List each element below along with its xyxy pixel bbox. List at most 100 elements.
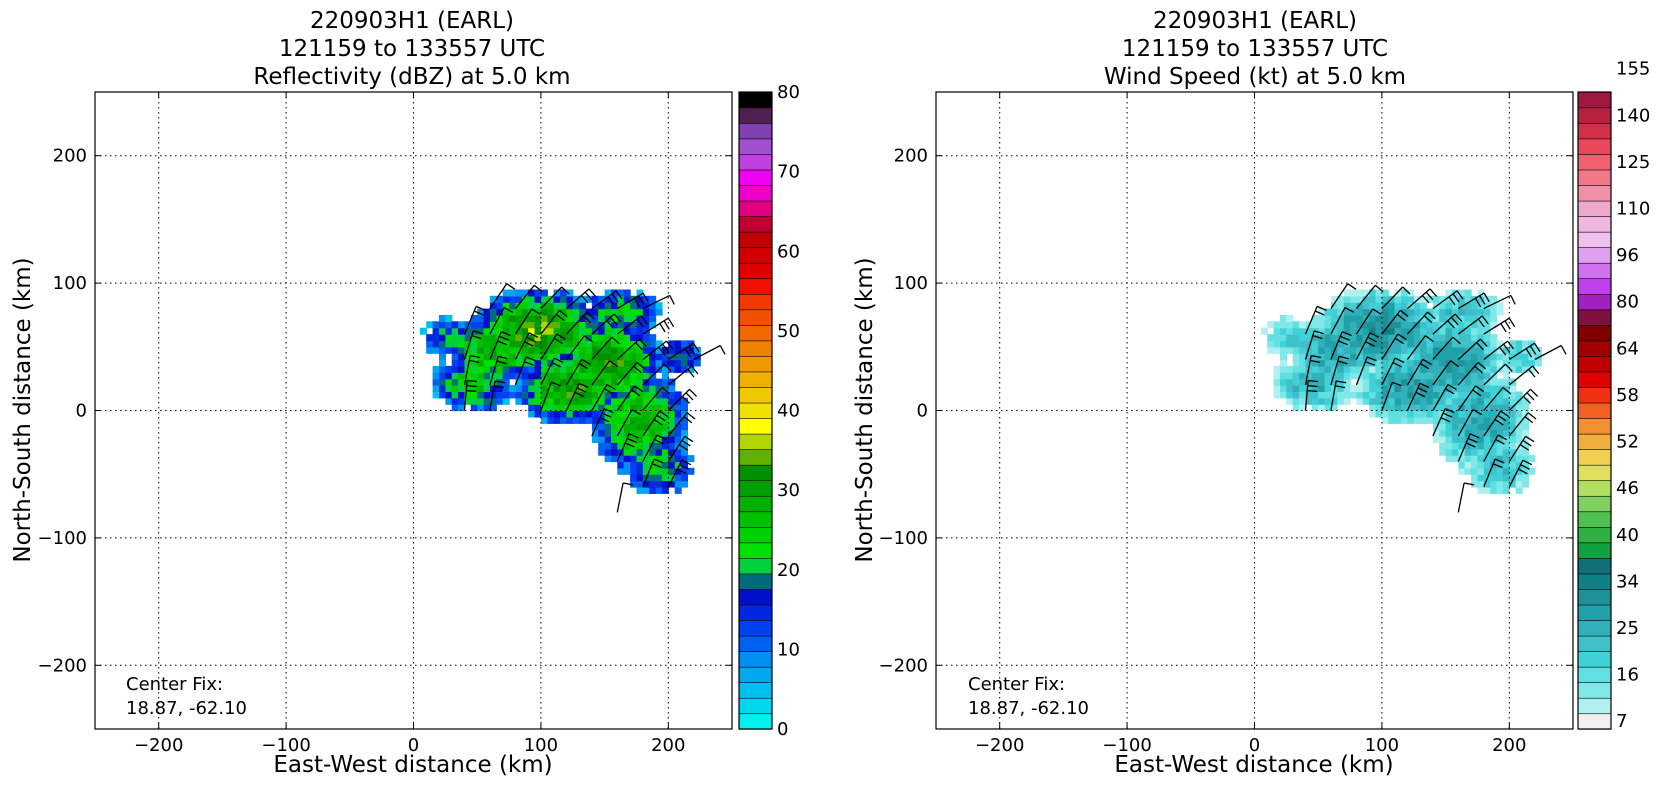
field-cell	[1464, 321, 1472, 329]
field-cell	[1394, 308, 1402, 316]
field-cell	[1343, 385, 1351, 392]
field-cell	[1324, 378, 1332, 386]
wind-barb-flag	[651, 463, 662, 469]
field-cell	[458, 334, 466, 342]
field-cell	[489, 334, 497, 342]
field-cell	[1464, 461, 1472, 469]
field-cell	[470, 359, 478, 367]
field-cell	[681, 397, 688, 405]
wind-barb-staff	[667, 365, 693, 386]
field-cell	[528, 397, 536, 405]
wind-barb-flag	[633, 365, 642, 374]
wind-barb-flag	[1529, 345, 1537, 355]
field-cell	[560, 372, 567, 380]
field-cell	[655, 353, 663, 361]
field-cell	[528, 334, 536, 342]
field-cell	[1381, 321, 1389, 329]
field-cell	[1286, 315, 1294, 322]
field-cell	[1471, 365, 1479, 373]
colorbar-segment	[738, 713, 773, 730]
field-cell	[604, 365, 612, 373]
field-cell	[566, 321, 574, 329]
field-cell	[1464, 397, 1472, 405]
wind-barb-flag	[684, 435, 694, 443]
field-cell	[1445, 308, 1453, 316]
field-cell	[432, 340, 440, 348]
field-cell	[617, 315, 625, 322]
field-cell	[1407, 385, 1415, 392]
field-cell	[1286, 372, 1294, 380]
field-cell	[1502, 346, 1510, 354]
wind-barb-flag	[1422, 358, 1432, 366]
field-cell	[681, 346, 688, 354]
field-cell	[566, 410, 574, 418]
field-cell	[1426, 410, 1434, 418]
field-cell	[1273, 391, 1281, 399]
wind-barb-flag	[553, 337, 563, 345]
field-cell	[1280, 353, 1287, 361]
field-cell	[585, 346, 593, 354]
field-cell	[1280, 385, 1287, 392]
field-cell	[1471, 321, 1479, 329]
field-cell	[451, 397, 459, 405]
field-cell	[470, 372, 478, 380]
field-cell	[1490, 365, 1498, 373]
field-cell	[668, 385, 676, 392]
field-cell	[1509, 340, 1517, 348]
field-cell	[1305, 346, 1313, 354]
field-cell	[1445, 372, 1453, 380]
field-cell	[1388, 321, 1396, 329]
field-cell	[1471, 467, 1479, 475]
wind-barb-flag	[1307, 389, 1318, 393]
field-cell	[1477, 340, 1485, 348]
field-cell	[1356, 334, 1364, 342]
field-cell	[1458, 378, 1466, 386]
field-cell	[604, 442, 612, 450]
field-cell	[1394, 410, 1402, 418]
field-cell	[1483, 334, 1491, 342]
field-cell	[1337, 391, 1345, 399]
field-cell	[1496, 404, 1504, 412]
field-cell	[1439, 346, 1447, 354]
field-cell	[1420, 346, 1428, 354]
field-cell	[1401, 397, 1408, 405]
field-cell	[1426, 385, 1434, 392]
field-cell	[521, 391, 529, 399]
field-cell	[598, 365, 606, 373]
field-cell	[1350, 295, 1357, 303]
colorbar-segment	[1577, 682, 1612, 699]
wind-barb-flag	[1527, 412, 1537, 420]
field-cell	[509, 315, 517, 322]
field-cell	[521, 346, 529, 354]
wind-barb-flag	[638, 338, 647, 347]
wind-barb-flag	[631, 409, 641, 416]
wind-barb-flag	[684, 348, 692, 358]
field-cell	[464, 378, 472, 386]
wind-barb-flag	[635, 342, 643, 351]
wind-barb-flag	[582, 315, 592, 324]
field-cell	[630, 448, 638, 456]
field-cell	[661, 404, 669, 412]
field-cell	[1350, 359, 1357, 367]
field-cell	[509, 321, 517, 329]
wind-barb-staff	[1330, 380, 1337, 411]
wind-barb-flag	[1422, 295, 1430, 304]
field-cell	[496, 397, 504, 405]
field-cell	[1343, 302, 1351, 310]
field-cell	[1452, 455, 1459, 463]
field-cell	[617, 359, 625, 367]
reflectivity-field	[419, 289, 701, 494]
field-cell	[540, 391, 548, 399]
field-cell	[572, 391, 580, 399]
wind-barb-flag	[1307, 384, 1318, 388]
colorbar-tick-label: 20	[777, 560, 800, 581]
wind-barb-flag	[1338, 340, 1348, 346]
field-cell	[1337, 397, 1345, 405]
field-cell	[1420, 353, 1428, 361]
field-cell	[1362, 289, 1370, 297]
field-cell	[1464, 289, 1472, 297]
wind-barb-staff	[1355, 284, 1376, 310]
field-cell	[560, 340, 567, 348]
field-cell	[1280, 365, 1287, 373]
